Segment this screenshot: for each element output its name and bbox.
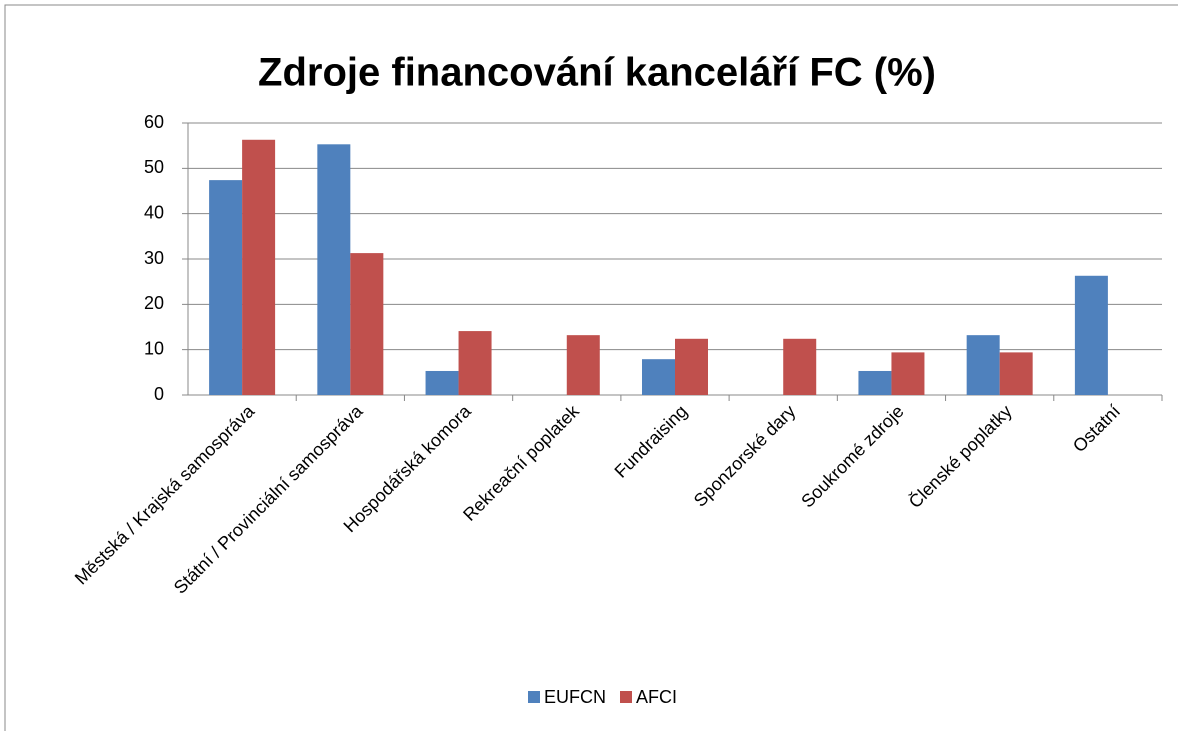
legend-swatch xyxy=(620,691,632,703)
x-tick-label: Městská / Krajská samospráva xyxy=(71,400,259,588)
x-tick-label: Ostatní xyxy=(1069,401,1124,456)
bar xyxy=(350,253,384,395)
x-tick-label: Členské poplatky xyxy=(904,400,1016,512)
bar xyxy=(317,144,351,395)
bar xyxy=(425,370,459,395)
chart-border xyxy=(4,4,1178,731)
bar xyxy=(966,335,1000,395)
y-tick-label: 20 xyxy=(144,293,164,313)
x-tick-label: Státní / Provinciální samospráva xyxy=(170,400,367,597)
x-tick-label: Sponzorské dary xyxy=(690,401,800,511)
y-tick-label: 10 xyxy=(144,338,164,358)
bar xyxy=(1074,275,1108,395)
y-tick-label: 30 xyxy=(144,248,164,268)
bar xyxy=(999,352,1033,395)
bar xyxy=(242,139,276,395)
y-tick-label: 50 xyxy=(144,157,164,177)
bar xyxy=(642,359,675,395)
y-tick-label: 0 xyxy=(154,384,164,404)
y-tick-label: 40 xyxy=(144,202,164,222)
legend-label: EUFCN xyxy=(544,687,606,707)
x-tick-label: Rekreační poplatek xyxy=(459,400,584,525)
x-tick-label: Fundraising xyxy=(611,401,692,482)
bar xyxy=(458,331,492,395)
bar xyxy=(891,352,925,395)
chart-title: Zdroje financování kanceláří FC (%) xyxy=(258,51,936,95)
legend-swatch xyxy=(528,691,540,703)
y-tick-label: 60 xyxy=(144,112,164,132)
x-tick-label: Soukromé zdroje xyxy=(797,401,907,511)
legend-label: AFCI xyxy=(636,687,677,707)
bar xyxy=(675,338,708,395)
bar xyxy=(858,370,892,395)
bar xyxy=(209,180,243,395)
bar xyxy=(566,335,600,395)
bar xyxy=(783,338,817,395)
